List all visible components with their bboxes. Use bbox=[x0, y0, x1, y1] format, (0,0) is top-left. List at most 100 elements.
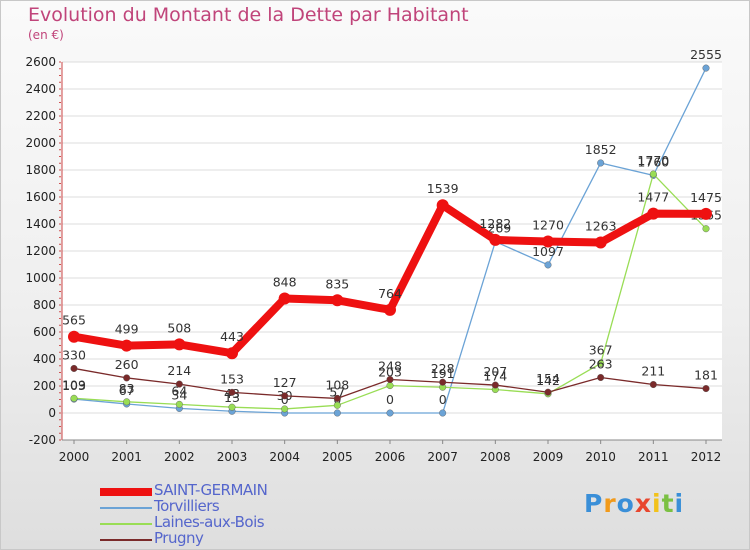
data-point bbox=[702, 385, 710, 393]
x-tick-label: 2009 bbox=[533, 450, 564, 464]
data-point bbox=[123, 398, 131, 406]
data-label: 2555 bbox=[690, 47, 722, 62]
logo-letter: x bbox=[634, 489, 652, 518]
data-label: 848 bbox=[273, 275, 297, 290]
data-label: 83 bbox=[119, 381, 135, 396]
data-label: 0 bbox=[281, 392, 289, 407]
x-tick-label: 2008 bbox=[480, 450, 511, 464]
data-label: 499 bbox=[115, 322, 139, 337]
data-point bbox=[333, 401, 341, 409]
data-point bbox=[439, 378, 447, 386]
data-point bbox=[544, 261, 552, 269]
y-tick-label: 0 bbox=[48, 406, 56, 420]
data-label: 154 bbox=[536, 371, 560, 386]
data-label: 1760 bbox=[637, 154, 669, 169]
logo-letter: o bbox=[616, 489, 635, 518]
logo-letter: r bbox=[603, 489, 617, 518]
data-point bbox=[173, 338, 186, 351]
legend-label: Torvilliers bbox=[154, 497, 220, 515]
data-label: 109 bbox=[62, 377, 86, 392]
x-tick-label: 2004 bbox=[269, 450, 300, 464]
data-label: 64 bbox=[171, 383, 187, 398]
data-label: 1270 bbox=[532, 218, 564, 233]
data-label: 174 bbox=[483, 369, 507, 384]
logo-letter: t bbox=[661, 489, 675, 518]
x-tick-label: 2000 bbox=[59, 450, 90, 464]
x-tick-label: 2010 bbox=[585, 450, 616, 464]
x-tick-label: 2011 bbox=[638, 450, 669, 464]
x-tick-label: 2007 bbox=[427, 450, 458, 464]
series-torvilliers: 103673413000012691097185217602555 bbox=[62, 47, 722, 417]
y-tick-label: 1200 bbox=[25, 244, 56, 258]
data-point bbox=[542, 235, 554, 248]
data-point bbox=[594, 236, 607, 249]
data-label: 211 bbox=[641, 364, 665, 379]
data-point bbox=[386, 409, 394, 417]
logo-letter: i bbox=[674, 489, 685, 518]
data-point bbox=[333, 409, 341, 417]
data-label: 1282 bbox=[479, 216, 511, 231]
y-tick-label: 600 bbox=[33, 325, 56, 339]
data-point bbox=[278, 292, 291, 305]
data-label: 565 bbox=[62, 313, 86, 328]
data-point bbox=[228, 388, 236, 396]
data-point bbox=[597, 159, 605, 167]
data-label: 1770 bbox=[637, 153, 669, 168]
x-tick-label: 2002 bbox=[164, 450, 195, 464]
data-label: 127 bbox=[273, 375, 297, 390]
data-point bbox=[491, 381, 499, 389]
logo-letter: P bbox=[584, 489, 604, 518]
y-tick-label: -200 bbox=[29, 433, 56, 447]
data-label: 57 bbox=[329, 384, 345, 399]
data-point bbox=[70, 364, 78, 372]
x-tick-label: 2012 bbox=[691, 450, 722, 464]
data-label: 181 bbox=[694, 368, 718, 383]
data-point bbox=[68, 330, 80, 343]
y-tick-label: 1400 bbox=[25, 217, 56, 231]
data-label: 108 bbox=[325, 377, 349, 392]
data-label: 67 bbox=[119, 383, 135, 398]
data-label: 260 bbox=[115, 357, 139, 372]
data-point bbox=[281, 405, 289, 413]
logo-letter: i bbox=[652, 489, 662, 518]
legend-swatch bbox=[100, 539, 152, 541]
data-label: 207 bbox=[483, 364, 507, 379]
data-label: 34 bbox=[171, 387, 187, 402]
data-point bbox=[175, 380, 183, 388]
legend-swatch bbox=[100, 488, 152, 496]
x-tick-label: 2003 bbox=[217, 450, 248, 464]
data-label: 1263 bbox=[585, 218, 617, 233]
data-point bbox=[702, 64, 710, 72]
data-point bbox=[649, 381, 657, 389]
series-saint-germain: 565 499 508 443 848 835 764 1539 1282 1270 1263 147… bbox=[62, 181, 722, 360]
data-label: 214 bbox=[167, 363, 191, 378]
data-point bbox=[120, 339, 133, 352]
data-label: 764 bbox=[378, 286, 402, 301]
data-point bbox=[386, 382, 394, 390]
data-point bbox=[70, 394, 78, 402]
y-tick-label: 2000 bbox=[25, 136, 56, 150]
data-label: 1852 bbox=[585, 142, 617, 157]
legend-label: SAINT-GERMAIN bbox=[154, 481, 268, 499]
data-label: 0 bbox=[386, 392, 394, 407]
y-tick-label: 2600 bbox=[25, 55, 56, 69]
legend-label: Prugny bbox=[154, 529, 204, 547]
data-point bbox=[700, 207, 712, 220]
data-point bbox=[597, 359, 605, 367]
chart-title: Evolution du Montant de la Dette par Hab… bbox=[28, 4, 469, 26]
data-point bbox=[226, 347, 238, 360]
data-label: 508 bbox=[167, 320, 191, 335]
data-label: 228 bbox=[431, 361, 455, 376]
y-tick-label: 1800 bbox=[25, 163, 56, 177]
series-prugny: 330 260 214 153 127 108 248 228 207 154 263 211 181 bbox=[62, 347, 718, 402]
data-point bbox=[228, 403, 236, 411]
y-tick-label: 1000 bbox=[25, 271, 56, 285]
legend-label: Laines-aux-Bois bbox=[154, 513, 265, 531]
data-point bbox=[647, 207, 660, 220]
legend-swatch bbox=[100, 523, 152, 525]
data-label: 203 bbox=[378, 365, 402, 380]
data-point bbox=[384, 303, 396, 316]
data-label: 1477 bbox=[637, 190, 669, 205]
data-point bbox=[331, 294, 344, 307]
